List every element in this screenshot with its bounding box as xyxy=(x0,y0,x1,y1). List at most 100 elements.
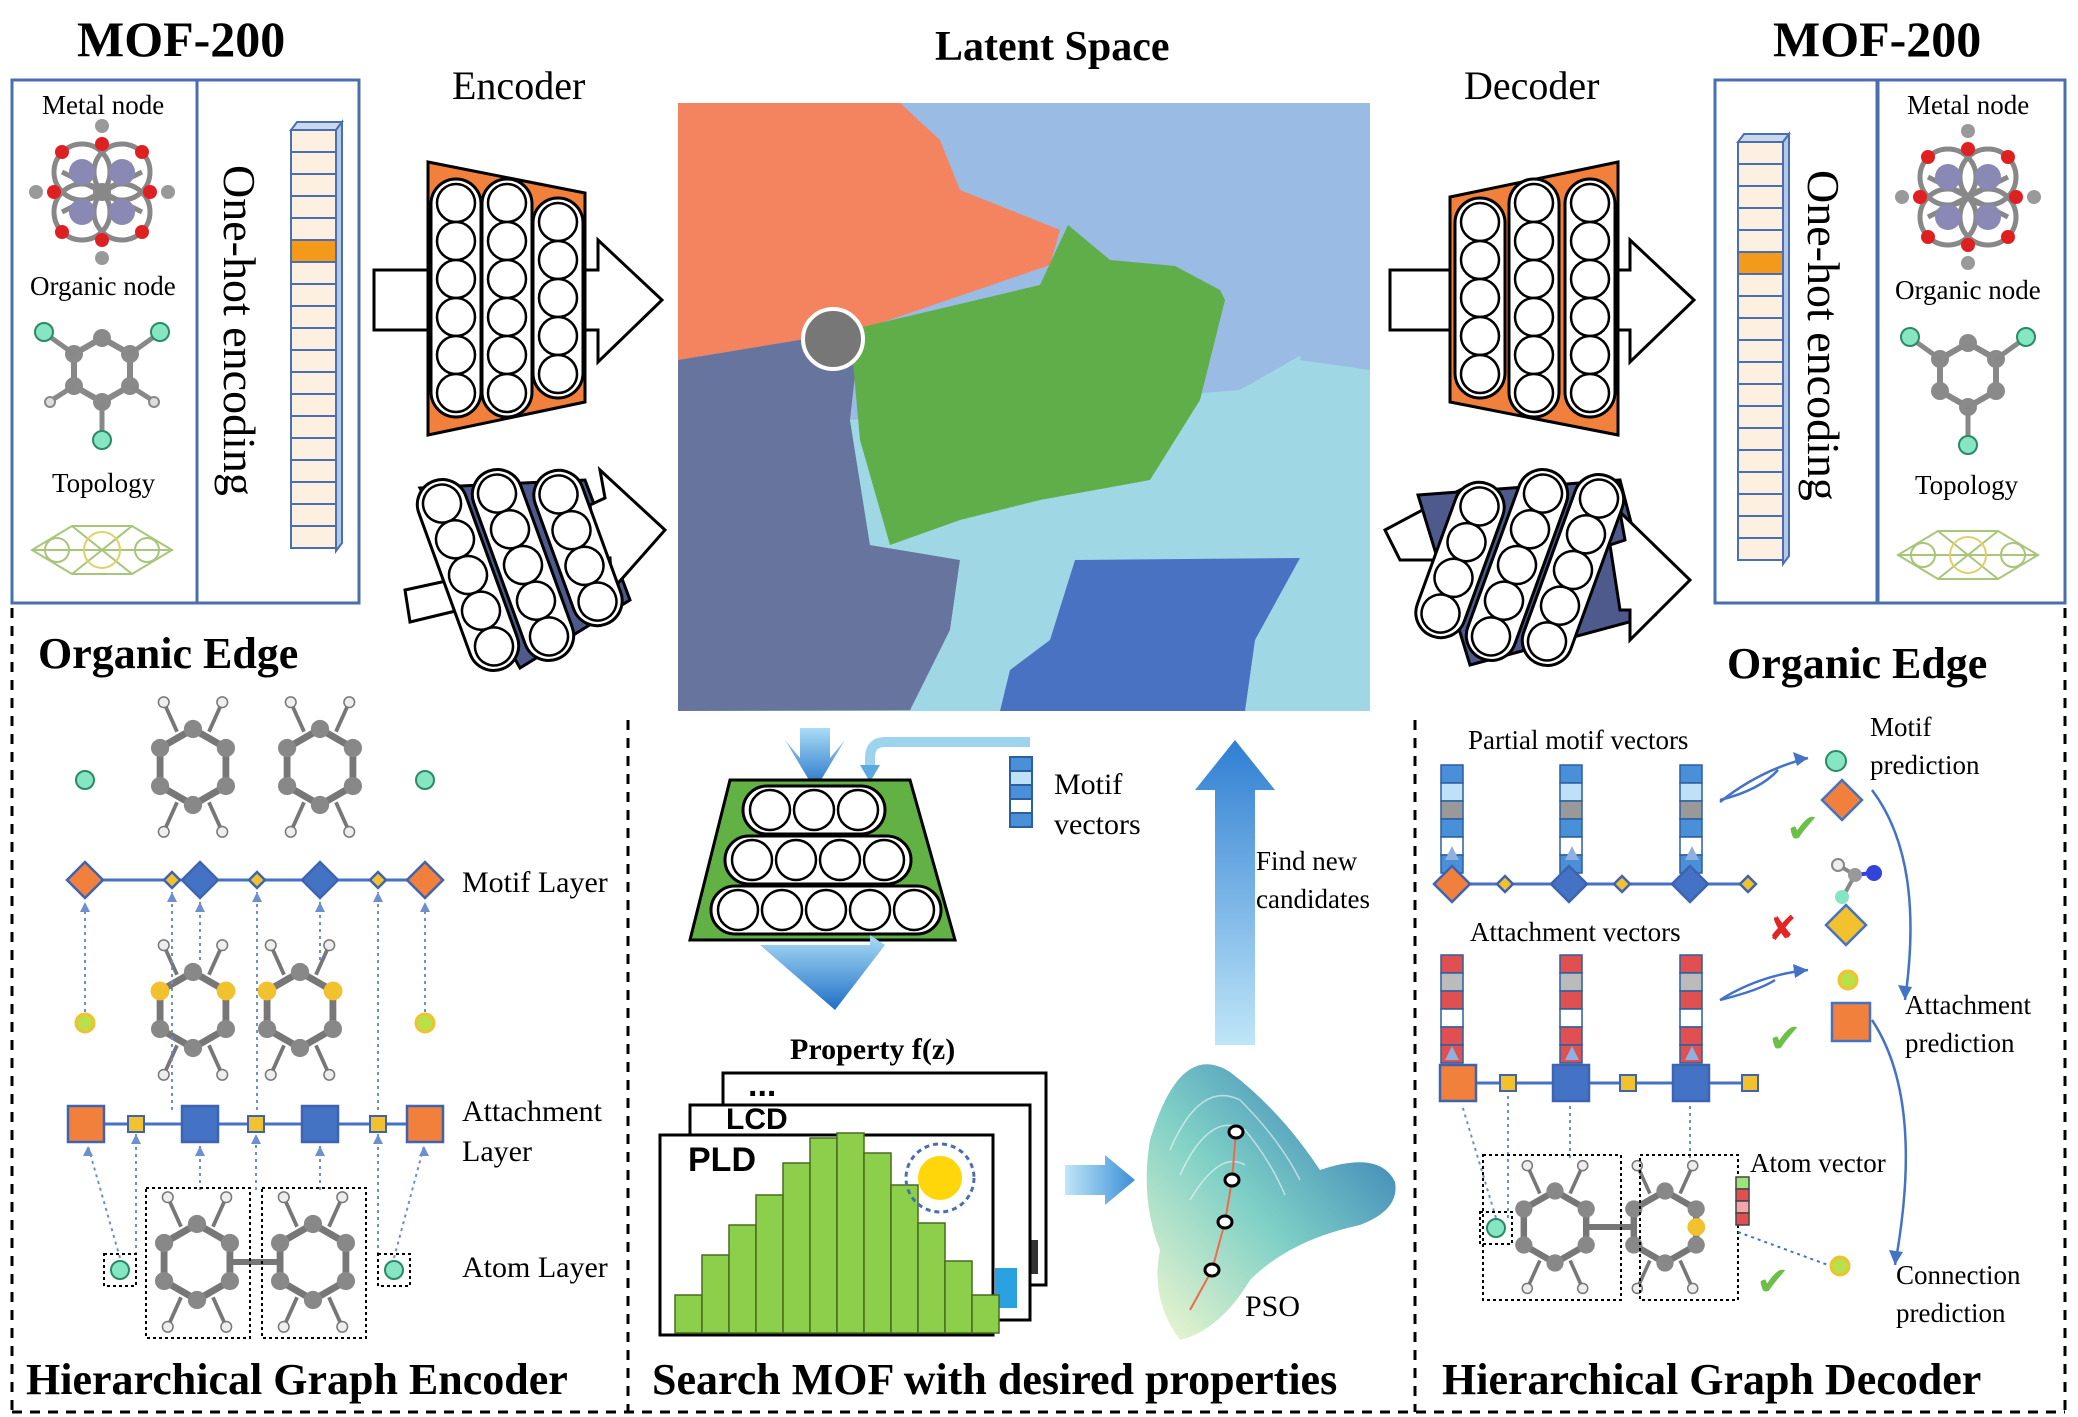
partial-motif-label: Partial motif vectors xyxy=(1468,725,1689,755)
neuron xyxy=(537,277,579,319)
histogram-bar xyxy=(701,1254,730,1334)
neuron xyxy=(1459,315,1501,357)
up-arrow xyxy=(1445,1046,1459,1060)
edge-atom xyxy=(110,1260,130,1280)
hydrogen-atom xyxy=(161,1191,174,1204)
one-hot-cell xyxy=(290,129,337,153)
hydrogen-atom xyxy=(220,1320,233,1333)
decoder-footer: Hierarchical Graph Decoder xyxy=(1442,1355,1982,1404)
one-hot-cell xyxy=(1737,405,1784,429)
histogram-bar xyxy=(728,1224,757,1334)
find-new-label-2: candidates xyxy=(1256,884,1370,914)
motif-node xyxy=(1549,864,1589,904)
metal-node-icon-right xyxy=(1895,124,2041,270)
motif-vector-cell xyxy=(1440,818,1464,838)
organic-node-label: Organic node xyxy=(30,271,176,301)
dotted-connector xyxy=(87,1145,121,1259)
motif-link xyxy=(1495,874,1515,894)
neuron-column xyxy=(1563,177,1617,419)
encoder-attachment-layer xyxy=(66,1104,445,1144)
neuron xyxy=(486,182,528,224)
one-hot-label-right: One-hot encoding xyxy=(1798,170,1849,501)
decoder-graph: ✔ ✘ ✔ ✔ xyxy=(1432,750,1912,1305)
motif-vector-cell xyxy=(1679,764,1703,784)
neuron xyxy=(774,838,818,882)
search-section xyxy=(658,728,1396,1340)
hydrogen-atom xyxy=(1686,1282,1699,1295)
hydrogen-atom xyxy=(336,1191,349,1204)
attachment-link xyxy=(1741,1074,1759,1092)
carbon-atom xyxy=(1577,1200,1595,1218)
hydrogen-atom xyxy=(323,939,336,952)
hydrogen-atom xyxy=(343,696,356,709)
neuron xyxy=(804,888,848,932)
hydrogen-atom xyxy=(336,1320,349,1333)
neuron xyxy=(792,788,836,832)
one-hot-vector-right xyxy=(1736,131,1791,567)
one-hot-cell xyxy=(1737,229,1784,253)
carbon-atom xyxy=(303,1214,323,1234)
attachment-prediction-label-1: Attachment xyxy=(1905,990,2031,1020)
hydrogen-atom xyxy=(343,825,356,838)
carbon-atom xyxy=(183,795,203,815)
histogram-bar xyxy=(944,1260,973,1334)
latent-space-title: Latent Space xyxy=(935,24,1170,70)
encoder-navy-network xyxy=(403,465,668,672)
neuron-column xyxy=(532,468,624,628)
motif-vector-cell xyxy=(1559,818,1583,838)
edge-atom xyxy=(75,770,95,790)
motif-vectors-label-2: vectors xyxy=(1054,808,1141,841)
motif-node xyxy=(1670,864,1710,904)
decoder-label: Decoder xyxy=(1464,63,1600,108)
connection-prediction-label-1: Connection xyxy=(1896,1260,2021,1290)
up-arrow xyxy=(1685,1046,1699,1060)
carbon-atom xyxy=(216,738,236,758)
neuron xyxy=(486,220,528,262)
carbon-atom xyxy=(1656,1182,1674,1200)
svg-text:✘: ✘ xyxy=(1768,909,1797,949)
neuron-column xyxy=(470,468,576,662)
carbon-atom xyxy=(1546,1182,1564,1200)
card-lcd-label: LCD xyxy=(726,1103,788,1136)
attachment-vector-cell xyxy=(1679,1026,1703,1046)
svg-text:✔: ✔ xyxy=(1768,1016,1802,1062)
encoder-label: Encoder xyxy=(452,63,586,108)
carbon-atom xyxy=(1515,1236,1533,1254)
neuron xyxy=(1569,220,1611,262)
one-hot-cell xyxy=(290,437,337,461)
right-title: MOF-200 xyxy=(1773,11,1982,67)
svg-text:✔: ✔ xyxy=(1786,806,1820,852)
attachment-vector-cell xyxy=(1440,990,1464,1010)
motif-link xyxy=(162,870,182,890)
motif-vectors-label-1: Motif xyxy=(1054,768,1123,801)
motif-vector-cell xyxy=(1679,818,1703,838)
motif-prediction-label-2: prediction xyxy=(1870,750,1980,780)
one-hot-cell xyxy=(1737,207,1784,231)
one-hot-cell xyxy=(290,217,337,241)
attachment-atom xyxy=(323,981,343,1001)
benzene-ring xyxy=(277,696,363,838)
neuron xyxy=(1513,258,1555,300)
neuron xyxy=(1569,334,1611,376)
hydrogen-atom xyxy=(277,1320,290,1333)
atom-layer-label: Atom Layer xyxy=(462,1251,608,1284)
neuron xyxy=(892,888,936,932)
benzene-ring xyxy=(1625,1159,1706,1295)
neuron xyxy=(1459,239,1501,281)
neuron-column xyxy=(1520,473,1626,667)
carbon-atom xyxy=(1625,1200,1643,1218)
svg-text:✔: ✔ xyxy=(1756,1259,1790,1305)
attachment-node xyxy=(180,1104,220,1144)
left-title: MOF-200 xyxy=(77,11,286,67)
carbon-atom xyxy=(290,962,310,982)
histogram-bar xyxy=(971,1294,1000,1334)
attachment-link xyxy=(127,1115,145,1133)
one-hot-cell xyxy=(1737,185,1784,209)
one-hot-cell xyxy=(1737,361,1784,385)
carbon-atom xyxy=(310,719,330,739)
histogram-bar xyxy=(674,1294,703,1334)
benzene-ring xyxy=(257,939,343,1081)
edge-atom xyxy=(384,1260,404,1280)
benzene-ring xyxy=(150,939,236,1081)
neuron xyxy=(435,258,477,300)
